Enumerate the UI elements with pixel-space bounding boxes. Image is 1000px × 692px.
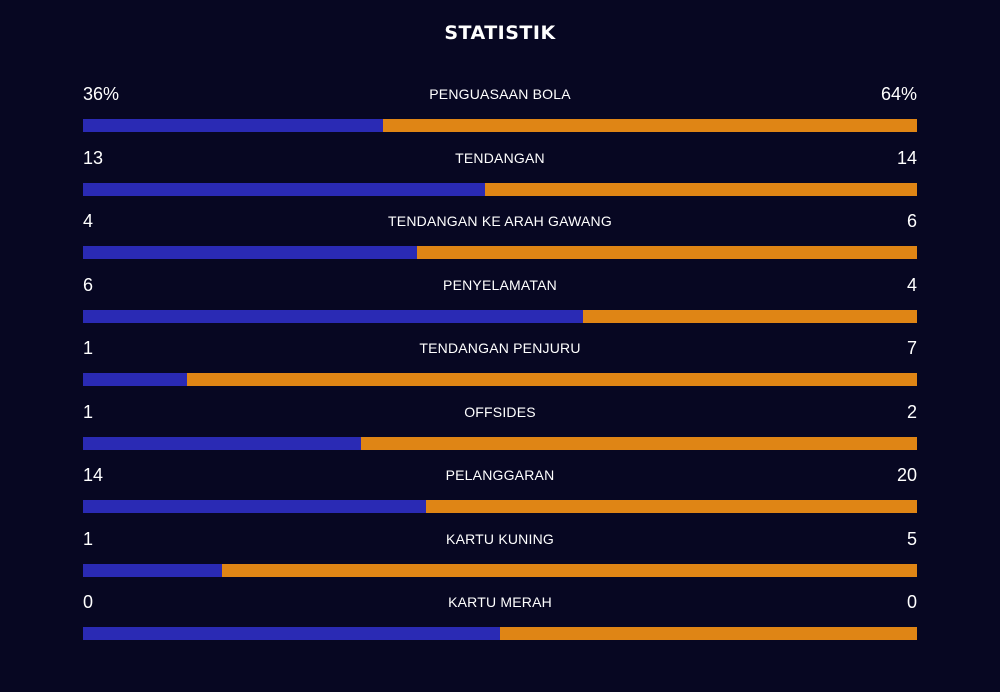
home-value: 0 bbox=[83, 592, 94, 612]
home-bar-segment bbox=[83, 246, 417, 259]
away-value: 7 bbox=[906, 338, 917, 358]
stat-bar bbox=[83, 627, 917, 640]
stat-bar bbox=[83, 563, 917, 577]
stat-label-line: PENYELAMATAN 6 4 bbox=[83, 272, 917, 298]
home-value: 4 bbox=[83, 211, 94, 231]
stat-row: PENYELAMATAN 6 4 bbox=[83, 272, 917, 336]
home-bar-segment bbox=[83, 563, 222, 577]
stats-list: PENGUASAAN BOLA 36% 64% TENDANGAN 13 14 TENDAN… bbox=[83, 81, 917, 653]
away-value: 14 bbox=[896, 147, 917, 168]
away-value: 2 bbox=[906, 401, 917, 422]
stat-label-line: KARTU MERAH 0 0 bbox=[83, 589, 917, 615]
stat-row: PENGUASAAN BOLA 36% 64% bbox=[83, 81, 917, 145]
home-bar-segment bbox=[83, 373, 188, 386]
home-bar-segment bbox=[83, 119, 384, 132]
away-value: 6 bbox=[906, 211, 917, 231]
stat-bar bbox=[83, 309, 917, 323]
stat-row: PELANGGARAN 14 20 bbox=[83, 462, 917, 526]
away-bar-segment bbox=[484, 182, 917, 196]
stat-label: PENGUASAAN BOLA bbox=[429, 86, 571, 102]
away-bar-segment bbox=[360, 436, 917, 450]
home-bar-segment bbox=[83, 182, 485, 196]
home-value: 1 bbox=[83, 528, 94, 549]
away-value: 4 bbox=[906, 274, 917, 295]
page-title: STATISTIK bbox=[444, 22, 556, 44]
stat-label: OFFSIDES bbox=[464, 403, 536, 420]
stat-label-line: KARTU KUNING 1 5 bbox=[83, 526, 917, 552]
stat-label-line: TENDANGAN KE ARAH GAWANG 4 6 bbox=[83, 208, 917, 234]
away-bar-segment bbox=[583, 309, 917, 323]
away-value: 64% bbox=[880, 84, 917, 104]
home-bar-segment bbox=[83, 627, 500, 640]
stat-bar bbox=[83, 500, 917, 513]
stat-label: TENDANGAN PENJURU bbox=[419, 340, 581, 356]
away-bar-segment bbox=[426, 500, 917, 513]
home-value: 13 bbox=[83, 147, 104, 168]
away-bar-segment bbox=[500, 627, 917, 640]
away-bar-segment bbox=[416, 246, 917, 259]
stat-label-line: PELANGGARAN 14 20 bbox=[83, 462, 917, 488]
stat-label: TENDANGAN KE ARAH GAWANG bbox=[388, 213, 612, 229]
stat-label-line: TENDANGAN 13 14 bbox=[83, 145, 917, 171]
home-bar-segment bbox=[83, 500, 427, 513]
stat-row: OFFSIDES 1 2 bbox=[83, 399, 917, 463]
stat-label: TENDANGAN bbox=[455, 149, 545, 166]
stat-bar bbox=[83, 436, 917, 450]
away-bar-segment bbox=[221, 563, 917, 577]
stat-label-line: OFFSIDES 1 2 bbox=[83, 399, 917, 425]
stat-label: KARTU MERAH bbox=[448, 594, 552, 610]
stat-row: TENDANGAN 13 14 bbox=[83, 145, 917, 209]
stat-bar bbox=[83, 182, 917, 196]
stat-bar bbox=[83, 119, 917, 132]
home-value: 6 bbox=[83, 274, 94, 295]
away-value: 0 bbox=[906, 592, 917, 612]
stat-row: TENDANGAN KE ARAH GAWANG 4 6 bbox=[83, 208, 917, 272]
home-value: 14 bbox=[83, 465, 104, 485]
stat-bar bbox=[83, 246, 917, 259]
stat-row: KARTU KUNING 1 5 bbox=[83, 526, 917, 590]
stat-label: PENYELAMATAN bbox=[443, 276, 557, 293]
home-bar-segment bbox=[83, 309, 584, 323]
home-value: 1 bbox=[83, 401, 94, 422]
stat-label-line: PENGUASAAN BOLA 36% 64% bbox=[83, 81, 917, 107]
away-bar-segment bbox=[187, 373, 917, 386]
stat-label-line: TENDANGAN PENJURU 1 7 bbox=[83, 335, 917, 361]
stat-row: KARTU MERAH 0 0 bbox=[83, 589, 917, 653]
home-value: 1 bbox=[83, 338, 94, 358]
home-value: 36% bbox=[83, 84, 120, 104]
home-bar-segment bbox=[83, 436, 361, 450]
stat-label: PELANGGARAN bbox=[445, 467, 555, 483]
away-value: 20 bbox=[896, 465, 917, 485]
away-bar-segment bbox=[383, 119, 917, 132]
stat-bar bbox=[83, 373, 917, 386]
stat-label: KARTU KUNING bbox=[446, 530, 554, 547]
away-value: 5 bbox=[906, 528, 917, 549]
stat-row: TENDANGAN PENJURU 1 7 bbox=[83, 335, 917, 399]
